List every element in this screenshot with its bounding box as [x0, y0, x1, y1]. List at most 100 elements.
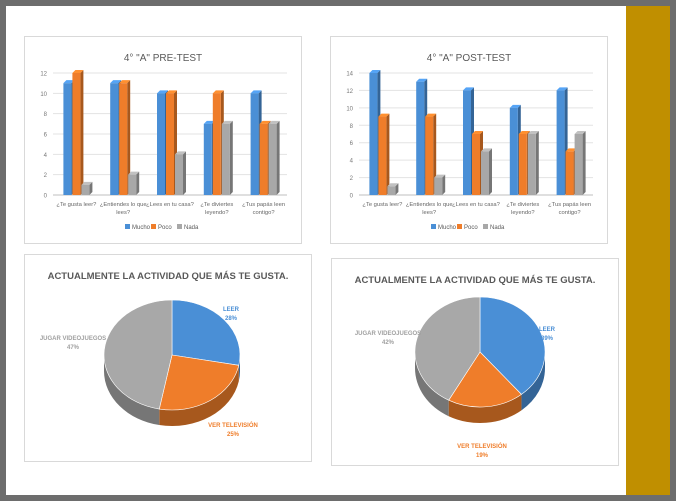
bar-top [527, 131, 539, 134]
bar-front [387, 186, 396, 195]
pie-slice-jugar-videojuegos [103, 299, 173, 410]
bar-top [250, 90, 262, 94]
decorative-side-bar [626, 6, 670, 495]
bar-nada [221, 120, 233, 195]
bar-front [128, 174, 137, 195]
bar-top [416, 78, 428, 82]
bar-side [386, 113, 390, 195]
bar-front [203, 123, 212, 195]
pie-slice-ver-televisión [158, 354, 240, 411]
bar-front [221, 123, 230, 195]
bar-top [110, 80, 122, 84]
x-tick-label: leyendo? [511, 210, 535, 216]
pie-slice-side [159, 365, 239, 426]
y-tick-label: 8 [44, 112, 48, 118]
pie-slice-ver-televisión [448, 351, 522, 408]
pie-title: ACTUALMENTE LA ACTIVIDAD QUE MÁS TE GUST… [48, 271, 289, 282]
bar-top [463, 87, 474, 91]
bar-top [81, 181, 93, 185]
y-tick-label: 10 [346, 106, 353, 112]
bar-side [276, 120, 280, 195]
bar-top [203, 120, 215, 124]
legend-label: Mucho [132, 225, 151, 231]
bar-side [136, 171, 140, 195]
bar-front [425, 116, 434, 195]
bar-top [518, 131, 530, 134]
x-tick-label: lees? [116, 210, 131, 216]
x-tick-label: ¿Te diviertes [200, 202, 233, 208]
bar-top [166, 90, 177, 94]
chart-title: 4° "A" POST-TEST [427, 53, 511, 64]
pie-chart-post-svg: ACTUALMENTE LA ACTIVIDAD QUE MÁS TE GUST… [355, 275, 596, 459]
pie-label-value: 25% [227, 432, 240, 438]
y-tick-label: 14 [346, 72, 353, 78]
bar-front [259, 123, 268, 195]
legend-swatch-mucho [125, 224, 130, 229]
bar-top [509, 104, 521, 108]
pie-label-value: 42% [382, 340, 395, 346]
bar-top [221, 120, 233, 124]
pie-chart-post: ACTUALMENTE LA ACTIVIDAD QUE MÁS TE GUST… [331, 258, 619, 466]
y-tick-label: 12 [346, 89, 353, 95]
bar-top [157, 90, 168, 94]
pie-title: ACTUALMENTE LA ACTIVIDAD QUE MÁS TE GUST… [355, 275, 596, 286]
y-tick-label: 0 [350, 194, 354, 200]
bar-front [268, 123, 277, 195]
x-tick-label: ¿Tus papás leen [242, 202, 285, 208]
y-tick-label: 2 [44, 173, 48, 179]
bar-poco [425, 113, 437, 195]
y-tick-label: 10 [40, 92, 47, 98]
bar-top [472, 131, 483, 134]
legend-label: Nada [184, 225, 199, 231]
x-tick-label: ¿Entiendes lo que [406, 202, 453, 208]
bar-side [489, 148, 492, 195]
bar-top [268, 120, 280, 124]
pie-label-category: JUGAR VIDEOJUEGOS [355, 331, 421, 337]
x-tick-label: ¿Tus papás leen [548, 202, 591, 208]
x-tick-label: ¿Entiendes lo que [100, 202, 147, 208]
bar-front [369, 73, 378, 195]
bar-top [128, 171, 140, 175]
bar-front [481, 151, 489, 195]
bar-side [535, 131, 539, 195]
legend-swatch-poco [151, 224, 156, 229]
bar-top [556, 87, 568, 91]
y-tick-label: 6 [44, 133, 48, 139]
bar-front [81, 184, 90, 195]
bar-side [229, 120, 233, 195]
bar-top [481, 148, 492, 152]
bar-front [378, 116, 387, 195]
bar-front [574, 134, 583, 195]
pie-label-category: JUGAR VIDEOJUEGOS [40, 336, 106, 342]
bar-side [80, 70, 84, 195]
y-tick-label: 0 [44, 194, 48, 200]
bar-front [157, 93, 165, 195]
bar-top [63, 80, 75, 84]
pie-slice-jugar-videojuegos [414, 296, 481, 401]
bar-poco [119, 80, 131, 195]
pie-slice-side [448, 394, 522, 423]
bar-side [183, 151, 186, 195]
x-tick-label: contigo? [559, 210, 582, 216]
bar-chart-post-test: 4° "A" POST-TEST 0 2 4 6 8 10 12 14 ¿Te gusta lee… [330, 36, 608, 244]
slide: 4° "A" PRE-TEST 0 2 4 6 8 10 12 ¿Te gusta leer? ¿… [6, 6, 670, 495]
pie-slice-side [415, 352, 449, 417]
pie-slice-side [104, 355, 160, 426]
bar-nada [268, 120, 280, 195]
bar-top [259, 120, 271, 124]
y-tick-label: 8 [350, 124, 354, 130]
bar-front [472, 134, 480, 195]
pie-slice-side [521, 352, 545, 411]
pie-chart-pre-svg: ACTUALMENTE LA ACTIVIDAD QUE MÁS TE GUST… [40, 271, 289, 438]
pie-label-value: 19% [476, 453, 489, 459]
bar-top [387, 183, 399, 187]
y-tick-label: 4 [44, 153, 48, 159]
pie-chart-pre: ACTUALMENTE LA ACTIVIDAD QUE MÁS TE GUST… [24, 254, 312, 462]
legend-swatch-nada [177, 224, 182, 229]
bar-front [463, 90, 471, 195]
bar-front [175, 154, 183, 195]
bar-nada [481, 148, 492, 195]
pie-label-category: VER TELEVISIÓN [457, 442, 507, 450]
bar-side [433, 113, 437, 195]
bar-top [434, 174, 446, 178]
